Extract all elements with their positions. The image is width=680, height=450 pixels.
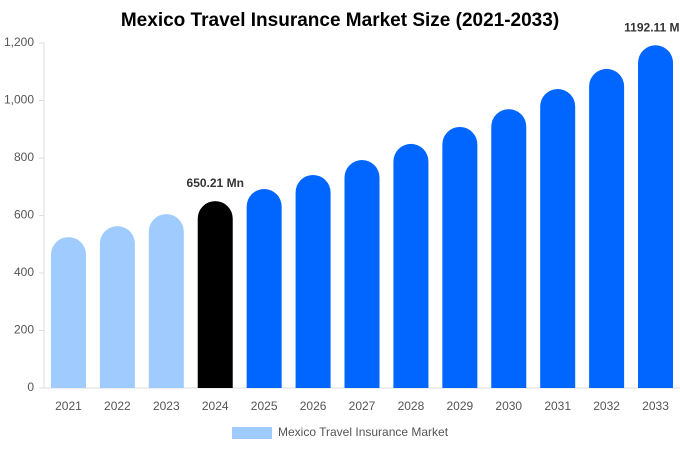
y-tick-label: 200 <box>14 323 34 337</box>
y-tick-label: 0 <box>27 380 34 394</box>
y-tick-label: 1,000 <box>4 93 34 107</box>
bar <box>197 201 233 388</box>
value-label: 650.21 Mn <box>187 176 244 190</box>
x-tick-label: 2033 <box>642 399 669 413</box>
value-label: 1192.11 Mn <box>624 20 680 34</box>
x-tick-label: 2023 <box>153 399 180 413</box>
legend-label: Mexico Travel Insurance Market <box>278 425 449 439</box>
y-tick-label: 400 <box>14 265 34 279</box>
bar <box>638 45 674 389</box>
bar <box>589 68 625 388</box>
bar <box>99 226 135 388</box>
bar <box>442 126 478 388</box>
bar <box>393 143 429 388</box>
bar <box>148 214 184 388</box>
x-tick-label: 2030 <box>495 399 522 413</box>
x-tick-label: 2022 <box>104 399 131 413</box>
bar <box>295 174 331 388</box>
x-tick-label: 2028 <box>398 399 425 413</box>
legend-swatch <box>232 427 272 439</box>
y-tick-label: 600 <box>14 208 34 222</box>
x-tick-label: 2025 <box>251 399 278 413</box>
x-tick-label: 2024 <box>202 399 229 413</box>
bar <box>540 89 576 388</box>
x-tick-label: 2031 <box>544 399 571 413</box>
x-tick-label: 2026 <box>300 399 327 413</box>
bar <box>344 160 380 388</box>
x-tick-label: 2032 <box>593 399 620 413</box>
chart-title: Mexico Travel Insurance Market Size (202… <box>121 10 559 31</box>
bar <box>491 109 527 388</box>
x-tick-label: 2029 <box>446 399 473 413</box>
x-tick-label: 2021 <box>55 399 82 413</box>
x-tick-label: 2027 <box>349 399 376 413</box>
y-tick-label: 1,200 <box>4 35 34 49</box>
y-tick-label: 800 <box>14 150 34 164</box>
bar <box>50 237 86 388</box>
bar <box>246 189 282 388</box>
